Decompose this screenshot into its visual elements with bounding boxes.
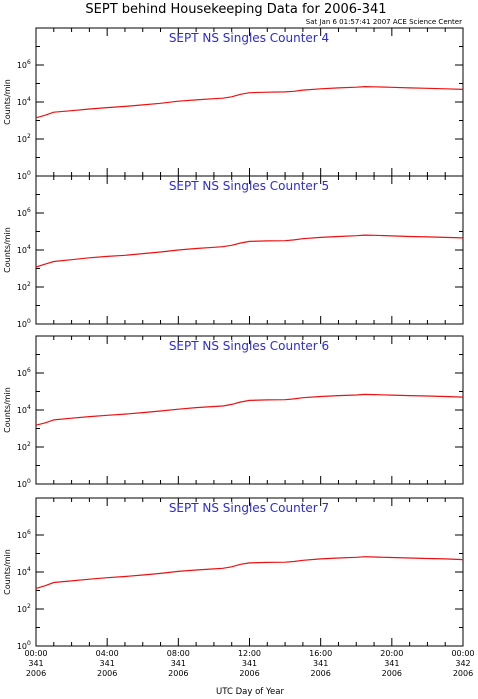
x-tick-label: 341 <box>313 659 328 668</box>
y-tick-label: 10 <box>17 642 27 651</box>
x-tick-label: 341 <box>171 659 186 668</box>
x-tick-label: 2006 <box>453 669 473 678</box>
series-line <box>35 234 464 268</box>
y-tick-exponent: 4 <box>27 404 31 411</box>
y-tick-exponent: 4 <box>27 566 31 573</box>
panel-title: SEPT NS Singles Counter 4 <box>169 31 329 45</box>
y-tick-exponent: 2 <box>27 133 31 140</box>
y-tick-exponent: 6 <box>27 207 31 214</box>
panel-title: SEPT NS Singles Counter 5 <box>169 179 329 193</box>
y-tick-exponent: 4 <box>27 96 31 103</box>
y-tick-label: 10 <box>17 172 27 181</box>
y-tick-exponent: 0 <box>27 170 31 177</box>
y-tick-exponent: 4 <box>27 244 31 251</box>
plot-frame <box>35 27 464 177</box>
y-tick-label: 10 <box>17 320 27 329</box>
x-tick-label: 341 <box>100 659 115 668</box>
x-tick-label: 341 <box>242 659 257 668</box>
x-tick-label: 342 <box>455 659 470 668</box>
y-tick-label: 10 <box>17 531 27 540</box>
plot-frame <box>35 175 464 325</box>
x-tick-label: 2006 <box>26 669 46 678</box>
x-tick-label: 341 <box>384 659 399 668</box>
panel-title: SEPT NS Singles Counter 7 <box>169 501 329 515</box>
y-tick-label: 10 <box>17 283 27 292</box>
x-tick-label: 2006 <box>168 669 188 678</box>
x-tick-label: 16:00 <box>309 649 332 658</box>
x-axis-label: UTC Day of Year <box>216 687 284 697</box>
y-tick-label: 10 <box>17 480 27 489</box>
y-tick-label: 10 <box>17 246 27 255</box>
x-tick-label: 12:00 <box>238 649 261 658</box>
x-tick-label: 2006 <box>239 669 259 678</box>
y-tick-label: 10 <box>17 406 27 415</box>
y-tick-label: 10 <box>17 135 27 144</box>
plot-frame <box>35 335 464 485</box>
y-tick-label: 10 <box>17 209 27 218</box>
x-tick-label: 04:00 <box>96 649 119 658</box>
y-tick-label: 10 <box>17 369 27 378</box>
panel-title: SEPT NS Singles Counter 6 <box>169 339 329 353</box>
x-tick-label: 00:00 <box>24 649 47 658</box>
y-axis-label: Counts/min <box>3 387 12 433</box>
y-tick-exponent: 0 <box>27 478 31 485</box>
y-tick-exponent: 0 <box>27 640 31 647</box>
y-tick-exponent: 6 <box>27 529 31 536</box>
x-tick-label: 20:00 <box>380 649 403 658</box>
x-tick-label: 341 <box>28 659 43 668</box>
plot-frame <box>35 497 464 647</box>
x-tick-label: 2006 <box>382 669 402 678</box>
figure-title: SEPT behind Housekeeping Data for 2006-3… <box>85 2 386 17</box>
y-axis-label: Counts/min <box>3 549 12 595</box>
y-axis-label: Counts/min <box>3 227 12 273</box>
x-tick-label: 2006 <box>310 669 330 678</box>
y-tick-exponent: 2 <box>27 281 31 288</box>
y-tick-exponent: 0 <box>27 318 31 325</box>
x-tick-label: 00:00 <box>451 649 474 658</box>
y-tick-label: 10 <box>17 61 27 70</box>
x-tick-label: 2006 <box>97 669 117 678</box>
timestamp: Sat Jan 6 01:57:41 2007 ACE Science Cent… <box>306 18 462 26</box>
y-tick-label: 10 <box>17 568 27 577</box>
y-axis-label: Counts/min <box>3 79 12 125</box>
series-line <box>35 393 464 426</box>
series-line <box>35 85 464 119</box>
y-tick-label: 10 <box>17 605 27 614</box>
x-tick-label: 08:00 <box>167 649 190 658</box>
series-line <box>35 556 464 589</box>
y-tick-exponent: 6 <box>27 59 31 66</box>
y-tick-exponent: 2 <box>27 441 31 448</box>
y-tick-exponent: 2 <box>27 603 31 610</box>
y-tick-label: 10 <box>17 98 27 107</box>
y-tick-label: 10 <box>17 443 27 452</box>
y-tick-exponent: 6 <box>27 367 31 374</box>
